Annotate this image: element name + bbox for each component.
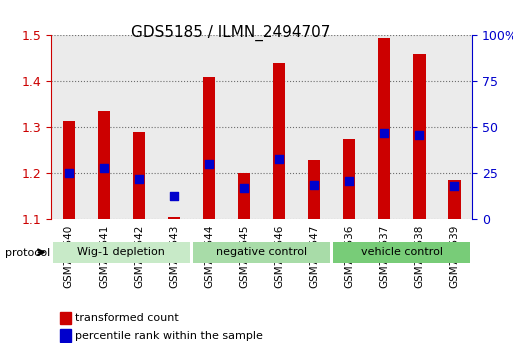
Point bbox=[170, 193, 178, 198]
Bar bbox=[227, 35, 262, 219]
Bar bbox=[168, 217, 180, 219]
Bar bbox=[51, 35, 86, 219]
Point bbox=[310, 182, 318, 187]
Bar bbox=[448, 181, 461, 219]
Bar bbox=[343, 139, 356, 219]
Bar bbox=[413, 54, 425, 219]
Bar bbox=[98, 112, 110, 219]
Bar bbox=[156, 35, 191, 219]
Point bbox=[380, 130, 388, 136]
FancyBboxPatch shape bbox=[53, 242, 190, 263]
Bar bbox=[308, 160, 320, 219]
Bar bbox=[273, 63, 285, 219]
Point bbox=[345, 178, 353, 184]
Bar bbox=[378, 38, 390, 219]
Bar bbox=[203, 77, 215, 219]
Point bbox=[205, 161, 213, 167]
Text: GDS5185 / ILMN_2494707: GDS5185 / ILMN_2494707 bbox=[131, 25, 330, 41]
Bar bbox=[86, 35, 122, 219]
Bar bbox=[238, 173, 250, 219]
FancyBboxPatch shape bbox=[193, 242, 330, 263]
Point bbox=[100, 165, 108, 171]
Point bbox=[275, 156, 283, 161]
Point bbox=[450, 183, 459, 189]
Text: vehicle control: vehicle control bbox=[361, 247, 443, 257]
Point bbox=[135, 176, 143, 182]
Bar bbox=[63, 121, 75, 219]
Point bbox=[415, 132, 423, 138]
FancyBboxPatch shape bbox=[333, 242, 470, 263]
Bar bbox=[122, 35, 156, 219]
Bar bbox=[60, 312, 71, 324]
Bar bbox=[437, 35, 472, 219]
Bar bbox=[191, 35, 227, 219]
Bar bbox=[367, 35, 402, 219]
Bar bbox=[262, 35, 297, 219]
Text: negative control: negative control bbox=[216, 247, 307, 257]
Bar bbox=[332, 35, 367, 219]
Bar bbox=[133, 132, 145, 219]
Text: protocol: protocol bbox=[5, 248, 50, 258]
Text: transformed count: transformed count bbox=[75, 313, 179, 323]
Text: percentile rank within the sample: percentile rank within the sample bbox=[75, 331, 263, 341]
Bar bbox=[297, 35, 332, 219]
Bar bbox=[60, 329, 71, 342]
Point bbox=[240, 185, 248, 191]
Bar bbox=[402, 35, 437, 219]
Text: Wig-1 depletion: Wig-1 depletion bbox=[77, 247, 165, 257]
Point bbox=[65, 171, 73, 176]
